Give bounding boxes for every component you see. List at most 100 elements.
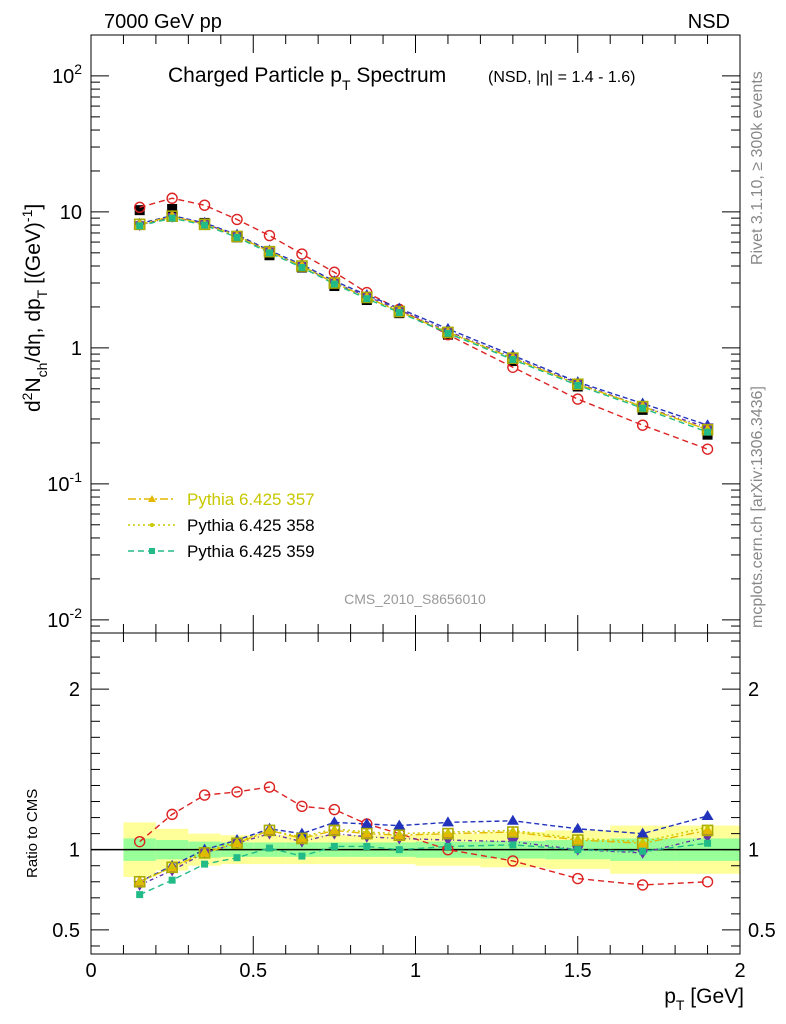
main-point-0: [231, 213, 243, 226]
ratio-point-open-3: [198, 847, 211, 859]
main-point-5: [509, 356, 517, 364]
main-point-5: [330, 280, 338, 288]
ratio-point-open-3: [133, 875, 146, 888]
ratio-point-open-3: [361, 827, 373, 840]
x-tick-label: 0: [85, 960, 96, 982]
ratio-y-tick-label-right: 1: [748, 840, 759, 862]
main-point-open-3: [393, 305, 406, 318]
ratio-point-5: [168, 876, 176, 884]
ratio-point-4: [299, 834, 304, 839]
main-point-5: [395, 309, 403, 317]
ratio-point-5: [395, 846, 403, 854]
cms-data-point: [134, 205, 145, 216]
legend-label-357: Pythia 6.425 357: [187, 490, 315, 509]
legend: Pythia 6.425 357 Pythia 6.425 358 Pythia…: [128, 490, 315, 561]
main-point-open-3: [296, 260, 308, 272]
main-point-5: [444, 329, 452, 337]
ratio-point-0: [133, 835, 146, 848]
main-point-5: [363, 295, 371, 303]
legend-entry-359: Pythia 6.425 359: [128, 542, 315, 561]
ratio-point-5: [330, 842, 338, 850]
ratio-point-5: [363, 842, 371, 850]
legend-entry-357: Pythia 6.425 357: [128, 490, 315, 509]
ratio-point-1: [636, 827, 649, 838]
ratio-point-open-3: [296, 832, 308, 845]
main-point-open-3: [328, 277, 341, 289]
ratio-point-4: [510, 828, 515, 833]
main-point-5: [136, 222, 144, 230]
y-tick-label: 10-2: [47, 605, 82, 632]
ratio-y-tick-label-right: 2: [748, 679, 759, 701]
ratio-point-4: [364, 830, 369, 835]
x-tick-label: 2: [734, 960, 745, 982]
main-point-5: [639, 404, 647, 412]
analysis-watermark: CMS_2010_S8656010: [344, 591, 486, 607]
ratio-point-0: [507, 855, 519, 867]
ratio-point-0: [198, 789, 211, 801]
ratio-point-open-3: [231, 837, 243, 850]
rivet-label: Rivet 3.1.10, ≥ 300k events: [749, 71, 766, 265]
ratio-point-4: [267, 828, 272, 833]
main-point-open-3: [442, 326, 454, 339]
chart-title: Charged Particle pT Spectrum: [168, 64, 446, 93]
main-point-0: [133, 201, 146, 214]
ratio-point-1: [393, 819, 406, 830]
process-label: NSD: [688, 11, 730, 33]
main-point-0: [263, 229, 276, 242]
main-ticks: 10-2 10-1 1 10 102: [47, 34, 741, 634]
ratio-point-0: [296, 800, 308, 813]
ratio-point-open-3: [571, 834, 584, 846]
ratio-point-5: [233, 854, 241, 862]
ratio-y-tick-label: 2: [69, 679, 80, 701]
main-y-axis-label: d2Nch/dη, dpT [(GeV)-1]: [19, 204, 50, 412]
ratio-point-5: [136, 891, 144, 899]
y-tick-label: 10: [60, 202, 82, 224]
ratio-line-1: [139, 815, 708, 883]
ratio-point-4: [705, 825, 710, 830]
mcplots-label: mcplots.cern.ch [arXiv:1306.3436]: [749, 386, 766, 628]
ratio-point-open-3: [328, 824, 341, 837]
ratio-point-4: [332, 826, 337, 831]
cms-data-point: [167, 204, 178, 215]
legend-label-358: Pythia 6.425 358: [187, 516, 315, 535]
energy-label: 7000 GeV pp: [104, 11, 222, 33]
main-point-5: [265, 249, 273, 257]
ratio-point-open-3: [263, 824, 276, 837]
ratio-point-1: [571, 822, 584, 833]
main-point-0: [166, 192, 178, 204]
ratio-point-open-3: [166, 861, 178, 874]
ratio-point-5: [574, 846, 582, 854]
chart-subtitle: (NSD, |η| = 1.4 - 1.6): [488, 69, 635, 86]
main-point-open-3: [231, 230, 243, 243]
ratio-point-5: [265, 844, 273, 852]
main-point-0: [198, 199, 211, 211]
ratio-point-0: [231, 786, 243, 798]
ratio-point-4: [397, 831, 402, 836]
main-point-open-3: [133, 218, 146, 231]
main-point-open-3: [507, 352, 519, 364]
main-point-5: [298, 264, 306, 272]
ratio-point-1: [441, 816, 454, 827]
ratio-frame: [90, 632, 741, 955]
legend-label-359: Pythia 6.425 359: [187, 542, 315, 561]
main-point-5: [574, 381, 582, 389]
ratio-point-5: [509, 841, 517, 849]
ratio-point-0: [701, 876, 714, 888]
ratio-y-tick-label: 1: [69, 840, 80, 862]
ratio-series-group: [133, 781, 714, 899]
x-tick-label: 0.5: [239, 960, 267, 982]
main-point-5: [704, 428, 712, 436]
x-axis-label: pT [GeV]: [664, 985, 744, 1013]
main-point-0: [572, 393, 584, 405]
ratio-y-tick-label: 0.5: [52, 920, 80, 942]
ratio-y-axis-label: Ratio to CMS: [24, 789, 41, 878]
legend-marker-359: [149, 548, 155, 554]
ratio-ticks: 0.5 0.51 12 20 0.5 1 1.5 2: [52, 633, 776, 982]
ratio-panel: 0.5 0.51 12 20 0.5 1 1.5 2 Ratio to CMS pT [GeV…: [24, 632, 776, 1013]
main-point-5: [201, 221, 209, 229]
ratio-point-4: [202, 849, 207, 854]
main-point-open-3: [571, 378, 584, 391]
x-tick-label: 1.5: [564, 960, 592, 982]
ratio-point-5: [298, 852, 306, 860]
